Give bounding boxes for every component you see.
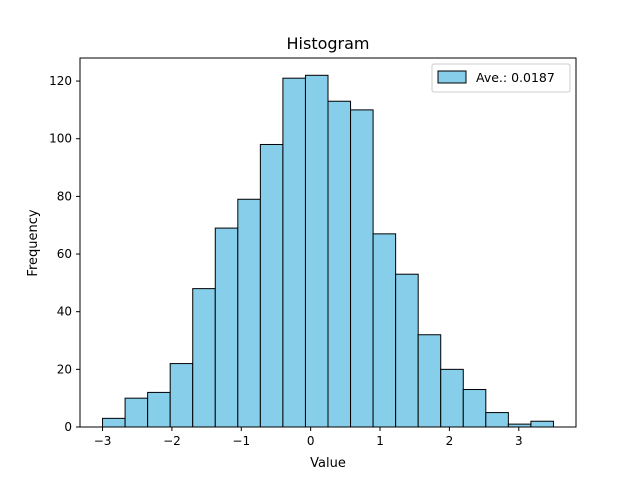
x-tick-label: −1 (232, 434, 250, 448)
histogram-bar (102, 417, 126, 428)
plot-frame (79, 57, 577, 428)
y-tick-label: 80 (57, 189, 72, 203)
y-tick-label: 100 (49, 132, 72, 146)
histogram-bar (169, 363, 194, 428)
histogram-bar (417, 334, 442, 428)
histogram-bar (214, 227, 239, 428)
bars-group (102, 74, 554, 428)
chart-title: Histogram (287, 34, 370, 53)
legend-label: Ave.: 0.0187 (476, 70, 555, 85)
y-tick-label: 40 (57, 305, 72, 319)
y-axis-label: Frequency (26, 209, 41, 276)
legend-swatch (437, 70, 467, 84)
legend: Ave.: 0.0187 (431, 63, 571, 93)
histogram-bar (372, 233, 397, 428)
x-tick-label: 3 (515, 434, 523, 448)
histogram-bar (304, 74, 329, 428)
histogram-bar (192, 288, 216, 428)
y-tick-label: 120 (49, 74, 72, 88)
histogram-bar (462, 389, 487, 428)
x-tick-label: −3 (94, 434, 112, 448)
histogram-bar (124, 397, 149, 428)
y-tick-label: 60 (57, 247, 72, 261)
histogram-bar (259, 143, 284, 428)
x-tick-label: −2 (163, 434, 181, 448)
histogram-bar (327, 100, 352, 428)
y-axis-ticks: 0 20 40 60 80 100 120 (49, 74, 80, 434)
x-tick-label: 2 (446, 434, 454, 448)
x-axis-ticks: −3 −2 −1 0 1 2 3 (94, 427, 523, 448)
x-tick-label: 0 (307, 434, 315, 448)
histogram-bar (147, 391, 171, 428)
y-tick-label: 20 (57, 362, 72, 376)
histogram-bar (530, 420, 554, 428)
y-tick-label: 0 (64, 420, 72, 434)
x-axis-label: Value (310, 456, 346, 471)
histogram-bar (440, 368, 464, 428)
histogram-bar (237, 198, 261, 428)
histogram-bar (485, 412, 509, 428)
histogram-bar (282, 77, 306, 428)
histogram-bar (395, 273, 419, 428)
histogram-bar (350, 109, 374, 428)
x-tick-label: 1 (376, 434, 384, 448)
